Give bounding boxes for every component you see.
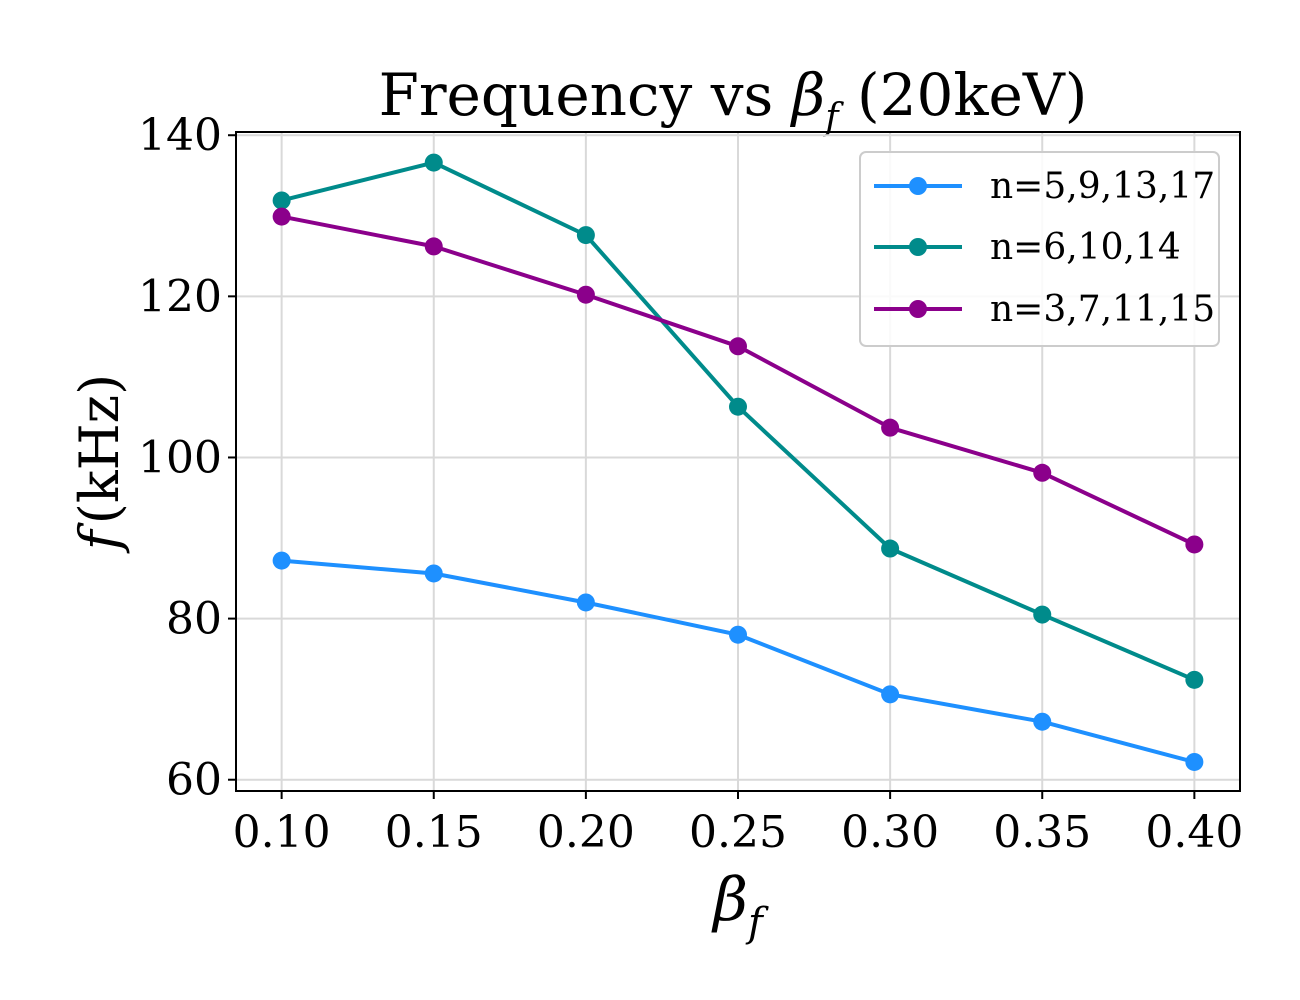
legend-entry: n=5,9,13,17 bbox=[874, 166, 1215, 207]
data-point bbox=[881, 539, 900, 558]
chart-title-main: Frequency vs bbox=[379, 61, 792, 129]
legend-box bbox=[859, 151, 1220, 347]
y-tick-label: 80 bbox=[166, 594, 222, 645]
data-point bbox=[576, 226, 595, 245]
chart-title-symbol: β bbox=[790, 61, 826, 129]
y-tick-label: 60 bbox=[166, 755, 222, 806]
data-point bbox=[424, 237, 443, 256]
chart-title-tail: (20keV) bbox=[839, 61, 1088, 129]
legend: n=5,9,13,17 n=6,10,14 n=3,7,11,15 bbox=[859, 151, 1220, 347]
ticks: 0.10 0.15 0.20 0.25 0.30 0.35 0.40 60 80 100 120 14… bbox=[138, 110, 1243, 858]
legend-swatch-marker bbox=[909, 177, 927, 195]
x-tick-label: 0.35 bbox=[993, 807, 1091, 858]
data-point bbox=[881, 418, 900, 437]
y-axis-label-unit: (kHz) bbox=[68, 374, 131, 524]
x-tick-label: 0.10 bbox=[233, 807, 331, 858]
data-point bbox=[424, 153, 443, 172]
x-tick-label: 0.20 bbox=[537, 807, 635, 858]
data-point bbox=[881, 685, 900, 704]
data-point bbox=[272, 551, 291, 570]
x-tick-label: 0.40 bbox=[1145, 807, 1243, 858]
legend-swatch-marker bbox=[909, 300, 927, 318]
x-tick-label: 0.30 bbox=[841, 807, 939, 858]
data-point bbox=[1033, 463, 1052, 482]
legend-entry: n=3,7,11,15 bbox=[874, 289, 1215, 330]
legend-label: n=5,9,13,17 bbox=[990, 166, 1215, 207]
series-2 bbox=[272, 153, 1204, 689]
grid bbox=[236, 132, 1240, 791]
legend-entry: n=6,10,14 bbox=[874, 227, 1181, 268]
x-tick-label: 0.15 bbox=[385, 807, 483, 858]
series-1 bbox=[272, 551, 1204, 771]
data-point bbox=[1185, 535, 1204, 554]
y-tick-label: 120 bbox=[138, 271, 222, 322]
data-point bbox=[272, 191, 291, 210]
data-point bbox=[576, 593, 595, 612]
legend-label: n=3,7,11,15 bbox=[990, 289, 1215, 330]
data-point bbox=[1033, 712, 1052, 731]
legend-swatch-marker bbox=[909, 238, 927, 256]
series-3 bbox=[272, 207, 1204, 554]
data-point bbox=[576, 285, 595, 304]
data-point bbox=[1185, 670, 1204, 689]
legend-label: n=6,10,14 bbox=[990, 227, 1181, 268]
data-point bbox=[729, 397, 747, 416]
chart-title: Frequency vs βf (20keV) bbox=[379, 61, 1088, 138]
data-point bbox=[729, 337, 747, 356]
y-tick-label: 140 bbox=[138, 110, 222, 161]
x-tick-label: 0.25 bbox=[689, 807, 787, 858]
data-point bbox=[424, 564, 443, 583]
data-point bbox=[1033, 605, 1052, 624]
data-point bbox=[1185, 752, 1204, 771]
data-point bbox=[729, 625, 747, 644]
x-axis-label-symbol: β bbox=[711, 865, 748, 935]
data-point bbox=[272, 207, 291, 226]
y-tick-label: 100 bbox=[138, 432, 222, 483]
series-layer bbox=[272, 153, 1204, 771]
